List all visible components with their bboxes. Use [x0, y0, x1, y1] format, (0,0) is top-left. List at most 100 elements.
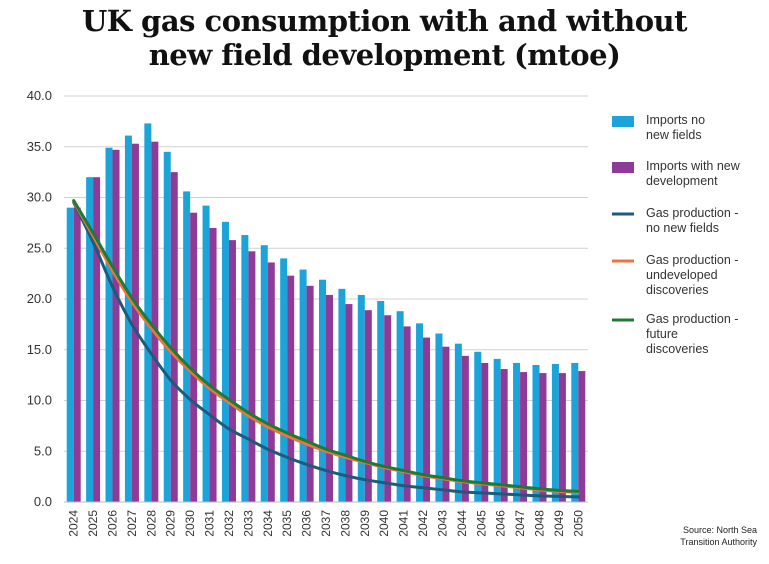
title-line-1: UK gas consumption with and without — [81, 4, 688, 38]
x-tick-label: 2033 — [241, 510, 255, 537]
y-tick-label: 25.0 — [27, 240, 52, 255]
bar — [435, 333, 443, 502]
legend-label: Imports no — [646, 113, 705, 127]
bar — [112, 149, 120, 503]
bar — [423, 337, 431, 502]
x-tick-label: 2049 — [552, 510, 566, 537]
x-tick-label: 2036 — [300, 510, 314, 537]
bar — [403, 326, 411, 502]
x-tick-label: 2027 — [125, 510, 139, 537]
bar — [105, 147, 113, 502]
bar — [260, 245, 268, 502]
x-tick-label: 2025 — [86, 510, 100, 537]
x-tick-label: 2034 — [261, 510, 275, 537]
y-tick-label: 10.0 — [27, 393, 52, 408]
bar — [221, 221, 229, 503]
source-line-1: Source: North Sea — [682, 525, 757, 535]
bar — [144, 123, 152, 502]
bar — [396, 311, 404, 502]
x-tick-label: 2030 — [183, 510, 197, 537]
bar — [539, 373, 547, 502]
bar — [364, 310, 372, 502]
y-tick-label: 35.0 — [27, 139, 52, 154]
bar — [326, 294, 333, 502]
legend-label: no new fields — [646, 221, 719, 235]
bar — [357, 294, 365, 502]
bar — [209, 227, 217, 502]
bar — [299, 269, 307, 502]
bar — [345, 304, 353, 502]
legend-label: Gas production - — [646, 312, 738, 326]
x-tick-label: 2048 — [532, 510, 546, 537]
x-tick-label: 2035 — [280, 510, 294, 537]
legend-swatch — [612, 162, 634, 173]
bar — [183, 191, 191, 502]
y-tick-label: 15.0 — [27, 342, 52, 357]
bar — [151, 141, 159, 503]
legend-label: discoveries — [646, 283, 709, 297]
bar — [558, 373, 566, 502]
legend-label: Gas production - — [646, 253, 738, 267]
bar — [228, 240, 236, 502]
x-tick-label: 2039 — [358, 510, 372, 537]
x-tick-label: 2037 — [319, 510, 333, 537]
x-tick-label: 2024 — [67, 510, 81, 537]
bar — [493, 358, 501, 502]
x-tick-label: 2041 — [397, 510, 411, 537]
legend-swatch — [612, 116, 634, 127]
bar — [319, 279, 326, 502]
bar — [520, 372, 528, 502]
bar — [190, 212, 198, 502]
legend-label: discoveries — [646, 342, 709, 356]
bar — [287, 275, 295, 502]
bar — [474, 351, 482, 502]
bar — [416, 323, 424, 502]
bar — [66, 207, 74, 502]
x-tick-label: 2031 — [203, 510, 217, 537]
y-tick-label: 20.0 — [27, 291, 52, 306]
legend-label: undeveloped — [646, 268, 718, 282]
bar — [377, 301, 385, 502]
bar — [384, 315, 392, 502]
bar — [481, 362, 489, 502]
x-tick-label: 2026 — [106, 510, 120, 537]
bar — [551, 363, 559, 502]
bar — [513, 362, 521, 502]
y-tick-label: 30.0 — [27, 190, 52, 205]
x-tick-label: 2046 — [494, 510, 508, 537]
x-tick-label: 2047 — [513, 510, 527, 537]
legend-label: Gas production - — [646, 206, 738, 220]
y-tick-label: 0.0 — [34, 494, 52, 509]
bar — [202, 205, 210, 502]
y-tick-label: 40.0 — [27, 88, 52, 103]
x-tick-label: 2038 — [338, 510, 352, 537]
bar — [442, 346, 450, 502]
title-line-2: new field development (mtoe) — [148, 38, 621, 72]
x-tick-label: 2050 — [571, 510, 585, 537]
legend-label: new fields — [646, 128, 702, 142]
bar — [306, 285, 314, 502]
bar — [170, 172, 178, 502]
source-note: Source: North Sea Transition Authority — [680, 524, 757, 548]
x-tick-label: 2028 — [144, 510, 158, 537]
bar — [532, 364, 540, 502]
bar — [73, 207, 81, 502]
bar — [578, 371, 586, 502]
bar — [241, 235, 249, 502]
legend-label: future — [646, 327, 678, 341]
x-tick-label: 2029 — [164, 510, 178, 537]
bar — [93, 177, 101, 502]
y-tick-label: 5.0 — [34, 443, 52, 458]
bar — [461, 355, 469, 502]
x-tick-label: 2032 — [222, 510, 236, 537]
series-line — [72, 199, 580, 493]
chart-title: UK gas consumption with and without new … — [0, 4, 769, 72]
source-line-2: Transition Authority — [680, 537, 757, 547]
x-tick-label: 2042 — [416, 510, 430, 537]
bar — [454, 343, 462, 502]
bar — [500, 369, 508, 502]
series-line — [72, 201, 580, 499]
legend-label: Imports with new — [646, 159, 741, 173]
bar — [248, 251, 256, 502]
